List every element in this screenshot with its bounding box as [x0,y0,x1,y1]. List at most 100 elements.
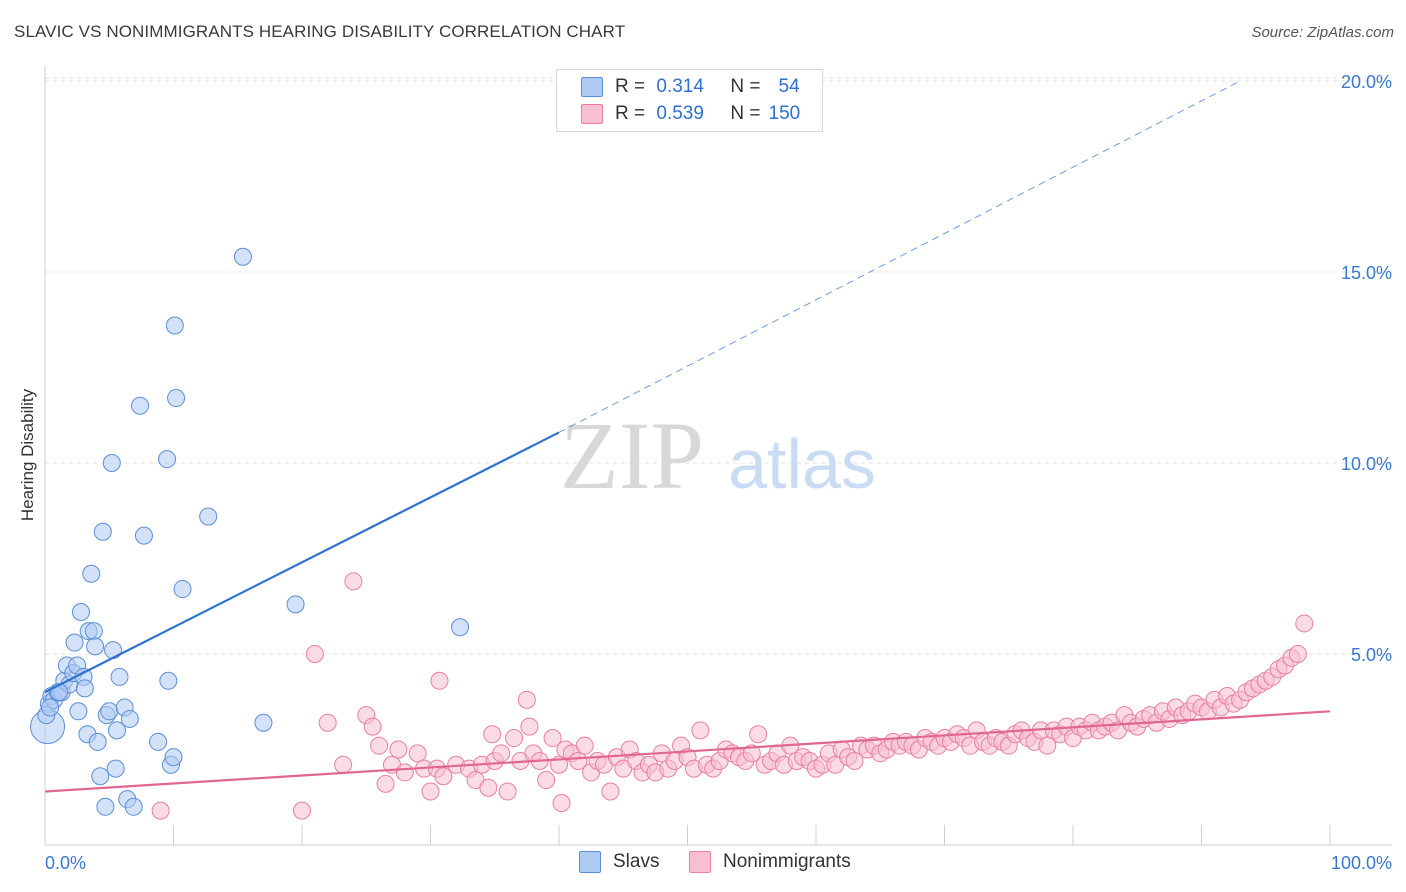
nonimmigrants-point [370,736,389,755]
slavs-point [110,667,129,686]
slavs-point [71,602,90,621]
n-value: 54 [778,76,800,97]
slavs-point [167,389,186,408]
nonimmigrants-point [492,744,511,763]
nonimmigrants-point [483,725,502,744]
axes [44,66,1392,846]
y-tick-label: 5.0% [1351,645,1392,665]
slavs-point [149,732,168,751]
slavs-point [102,454,121,472]
slavs-point [131,396,150,415]
nonimmigrants-point [305,645,324,663]
slavs-point [86,637,105,656]
watermark-atlas: atlas [728,425,876,503]
nonimmigrants-point [543,729,562,748]
nonimmigrants-point [537,771,556,790]
bottom-legend-slavs: Slavs [579,851,659,873]
tick-labels: 5.0% 10.0% 15.0% 20.0% 0.0% 100.0% [45,72,1392,873]
nonimmigrants-point [569,751,588,770]
chart-title: SLAVIC VS NONIMMIGRANTS HEARING DISABILI… [14,22,626,41]
slavs-point [69,702,88,721]
nonimmigrants-point [749,725,768,744]
slavs-point [254,713,273,732]
nonimmigrants-point [334,755,353,774]
nonimmigrants-point [421,782,440,801]
watermark: ZIP atlas [560,402,876,509]
slavs-point [65,633,84,652]
slavs-point [173,580,192,599]
nonimmigrants-point [408,744,427,763]
nonimmigrants-swatch [581,104,603,124]
y-tick-label: 15.0% [1341,263,1392,283]
nonimmigrants-point [344,572,363,591]
nonimmigrants-point [293,801,311,820]
watermark-zip: ZIP [560,402,704,509]
slavs-point [75,679,94,698]
slavs-point [106,759,125,778]
nonimmigrants-point [505,729,524,748]
nonimmigrants-point [318,713,337,732]
slavs-swatch [581,77,603,97]
slavs-point [104,641,123,660]
slavs-point [84,622,103,641]
nonimmigrants-trend-line [44,710,1331,793]
nonimmigrants-point [363,717,382,736]
nonimmigrants-point [601,782,620,801]
source-label: Source: ZipAtlas.com [1251,24,1394,41]
nonimmigrants-point [575,736,594,755]
slavs-point [159,671,178,690]
nonimmigrants-point [1038,736,1057,755]
slavs-point [88,732,107,751]
correlation-legend: R = 0.314 N = 54 R = 0.539 N = 150 [556,69,823,132]
nonimmigrants-swatch [689,851,711,873]
nonimmigrants-point [376,774,395,793]
slavs-point [93,522,112,541]
y-tick-label: 10.0% [1341,454,1392,474]
slavs-point [233,247,252,266]
nonimmigrants-point [691,721,710,740]
x-tick-label: 100.0% [1331,853,1392,873]
r-value: 0.539 [656,103,704,124]
nonimmigrants-point [395,763,414,782]
slavs-point [199,507,218,526]
slavs-point [134,526,153,545]
n-label: N = [730,103,761,124]
r-value: 0.314 [656,76,704,97]
n-value: 150 [768,103,801,124]
nonimmigrants-point [1288,645,1307,663]
r-label: R = [615,103,646,124]
slavs-point [286,595,305,614]
slavs-point [451,618,470,637]
slavs-point [164,748,183,767]
slavs-point [158,450,177,469]
slavs-trend-extension [558,80,1241,433]
legend-row-nonimmigrants: R = 0.539 N = 150 [581,102,800,126]
nonimmigrants-point [845,751,864,770]
slavs-series [30,247,470,816]
slavs-swatch [579,851,601,873]
slavs-point [96,797,115,816]
nonimmigrants-point [151,801,170,820]
slavs-point [82,564,101,583]
legend-label-slavs: Slavs [613,851,660,872]
nonimmigrants-point [1295,614,1314,633]
n-label: N = [730,76,761,97]
nonimmigrants-point [389,740,408,759]
slavs-point [124,797,143,816]
nonimmigrants-point [520,717,539,736]
y-tick-label: 20.0% [1341,72,1392,92]
slavs-point [165,316,184,335]
slavs-point [91,767,110,786]
x-tick-label: 0.0% [45,853,86,873]
legend-row-slavs: R = 0.314 N = 54 [581,75,800,99]
slavs-point [41,698,60,717]
slavs-point [107,721,126,740]
nonimmigrants-point [430,671,449,690]
nonimmigrants-point [498,782,517,801]
slavs-point [120,709,139,728]
y-axis-label: Hearing Disability [18,388,37,521]
nonimmigrants-point [517,690,536,709]
bottom-legend-nonimmigrants: Nonimmigrants [689,851,851,873]
nonimmigrants-series [151,572,1314,820]
